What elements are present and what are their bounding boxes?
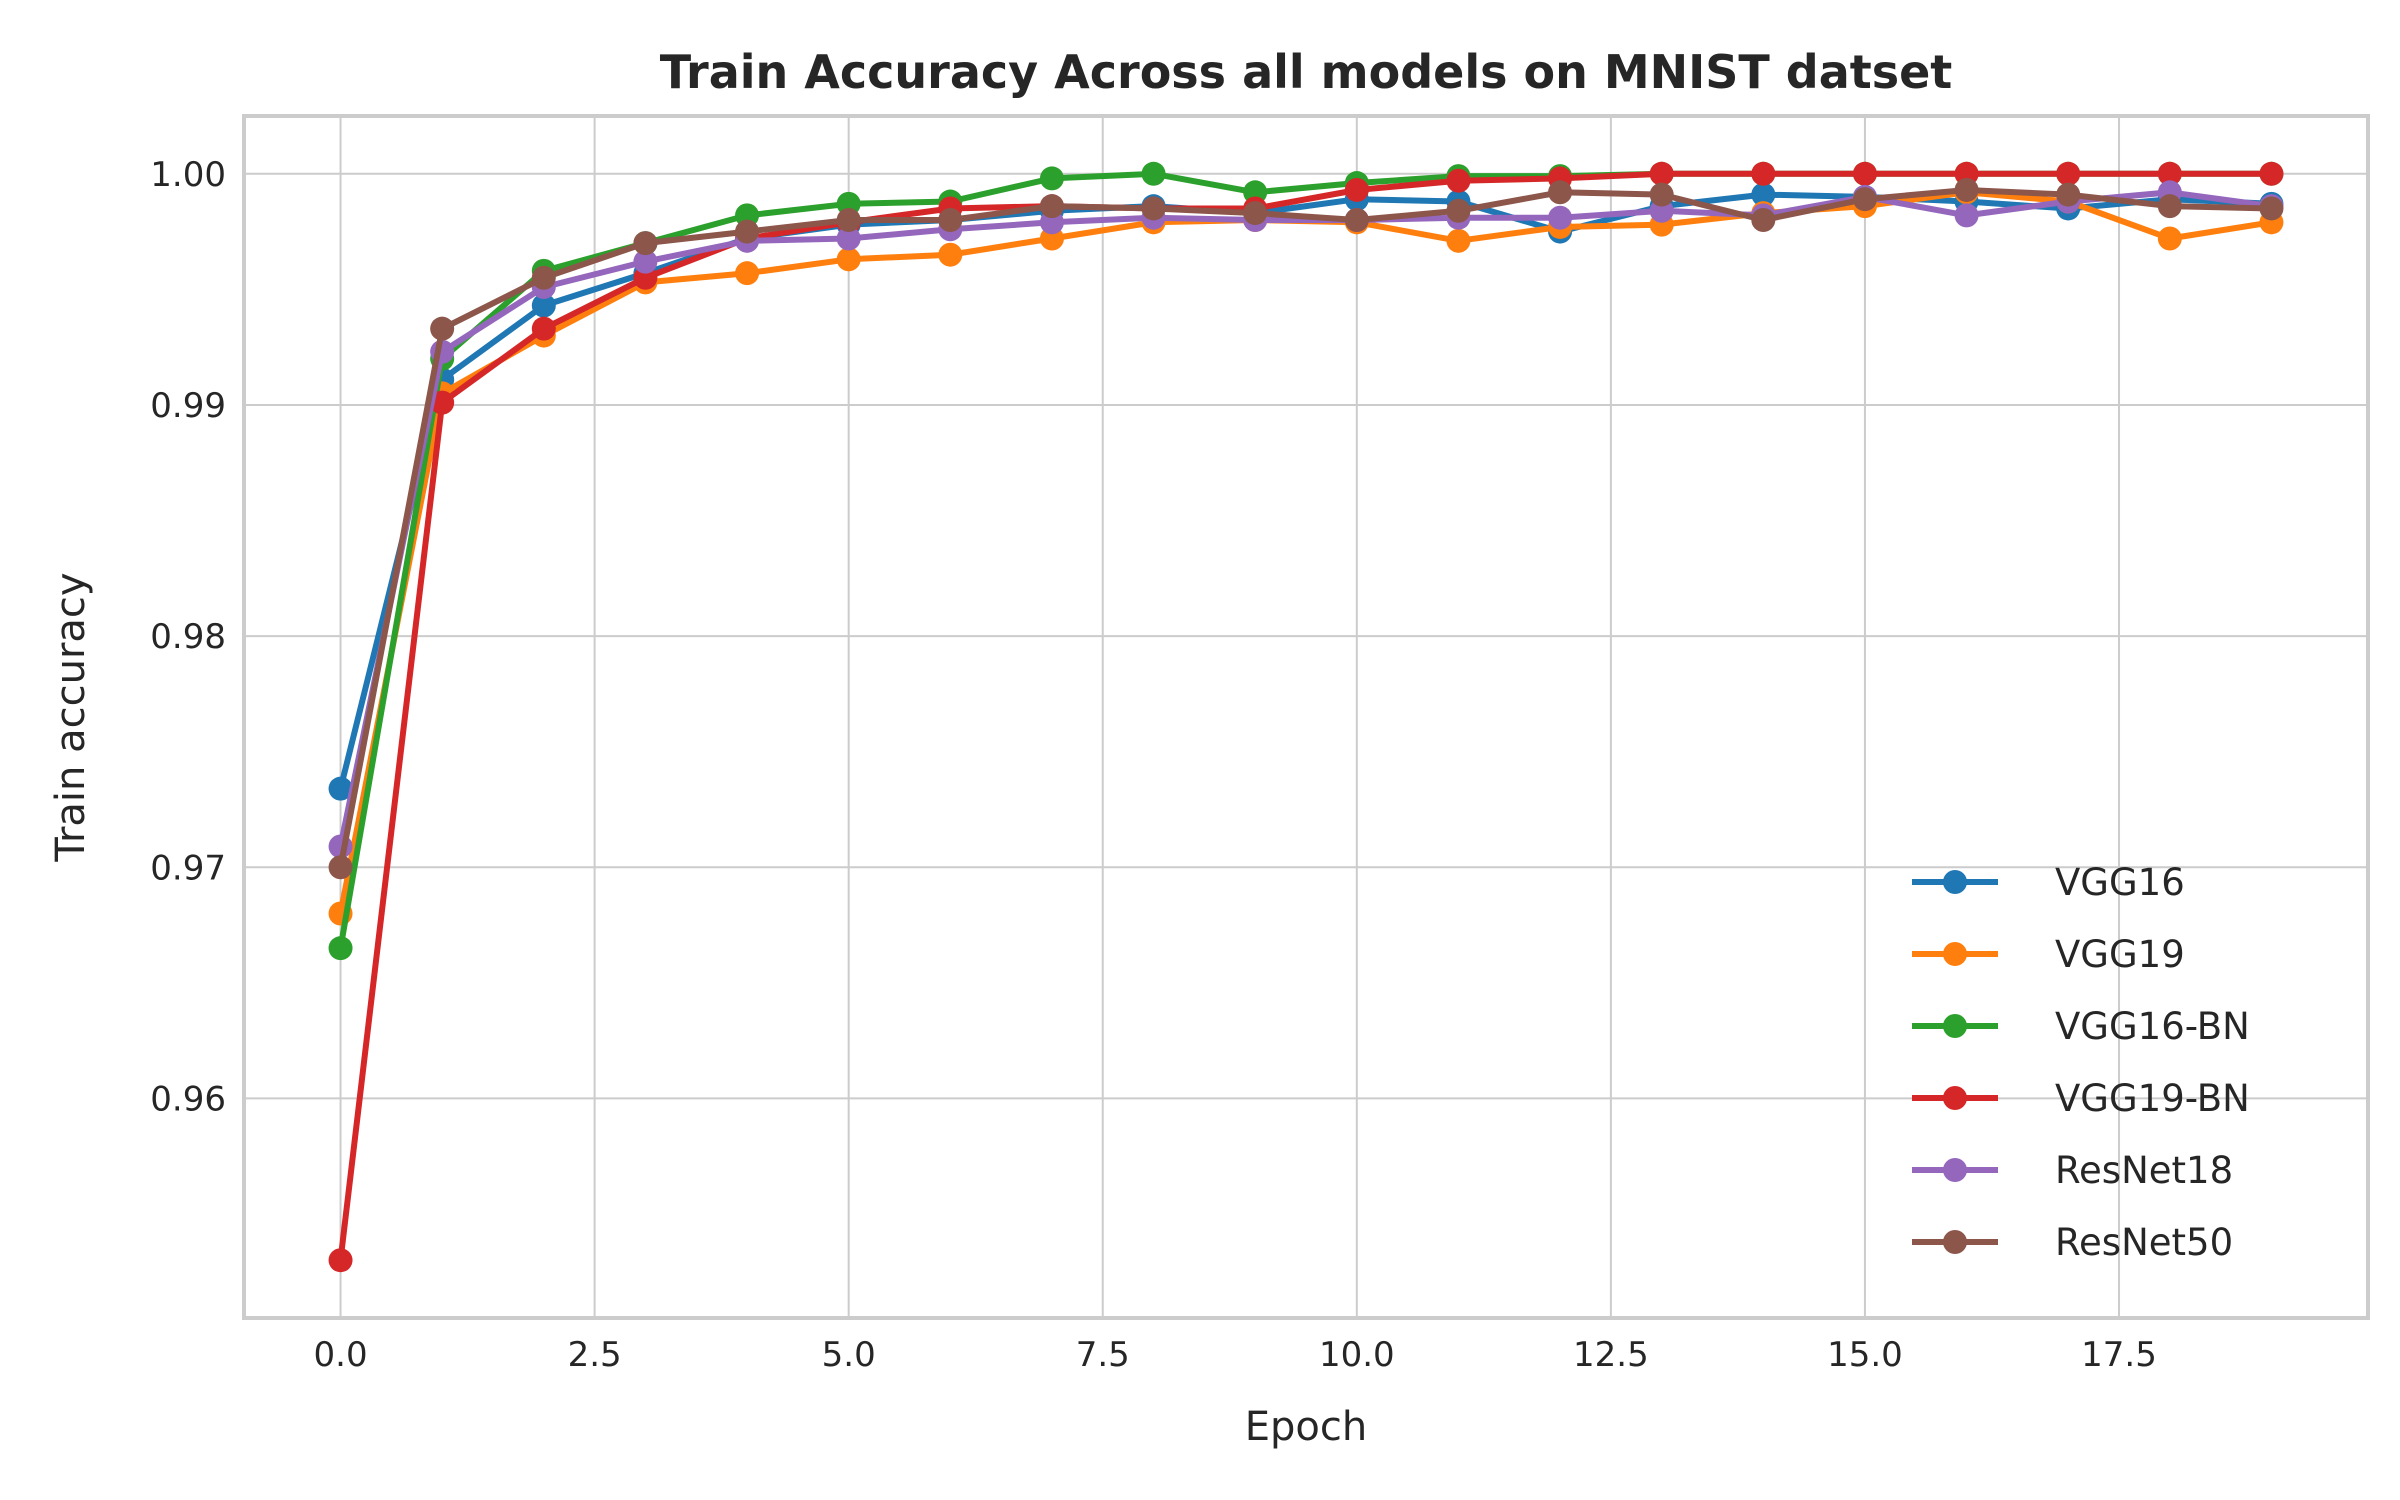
data-point-vgg16-bn [1039, 166, 1064, 191]
data-point-resnet50 [1548, 180, 1573, 205]
data-point-vgg19-bn [430, 390, 455, 415]
data-point-resnet50 [1649, 182, 1674, 207]
data-point-vgg19-bn [2056, 161, 2081, 186]
series-line-vgg16 [337, 191, 2272, 790]
data-point-vgg19 [735, 261, 760, 286]
data-point-vgg16-bn [1141, 161, 1166, 186]
data-point-vgg16-bn [328, 936, 353, 961]
y-tick-label: 0.96 [150, 1079, 226, 1119]
legend-label: ResNet18 [2055, 1149, 2233, 1192]
data-point-vgg16 [531, 293, 556, 318]
legend-marker [1943, 1014, 1967, 1038]
legend-label: VGG19 [2055, 933, 2185, 976]
x-tick-label: 0.0 [314, 1335, 368, 1375]
legend-marker [1943, 1086, 1967, 1110]
legend-item-vgg19-bn: VGG19-BN [1912, 1077, 2250, 1120]
data-point-vgg19-bn [2259, 161, 2284, 186]
data-point-resnet50 [1446, 198, 1471, 223]
y-axis-label: Train accuracy [48, 572, 94, 862]
data-point-vgg19-bn [1649, 161, 1674, 186]
legend-label: ResNet50 [2055, 1221, 2233, 1264]
data-point-resnet50 [1344, 208, 1369, 233]
data-point-resnet50 [1141, 196, 1166, 221]
legend-label: VGG19-BN [2055, 1077, 2250, 1120]
x-tick-label: 2.5 [568, 1335, 622, 1375]
data-point-resnet50 [836, 208, 861, 233]
legend-label: VGG16 [2055, 861, 2185, 904]
data-point-vgg19-bn [531, 316, 556, 341]
legend-marker [1943, 870, 1967, 894]
series-line-vgg19-bn [337, 170, 2272, 1261]
data-point-resnet18 [836, 226, 861, 251]
y-tick-label: 0.97 [150, 848, 226, 888]
data-point-resnet18 [1954, 203, 1979, 228]
data-point-resnet50 [1852, 187, 1877, 212]
y-tick-label: 0.99 [150, 386, 226, 426]
plot-series [328, 161, 2284, 1273]
x-tick-label: 10.0 [1319, 1335, 1395, 1375]
x-tick-label: 15.0 [1827, 1335, 1903, 1375]
x-tick-label: 5.0 [822, 1335, 876, 1375]
chart-title: Train Accuracy Across all models on MNIS… [660, 45, 1953, 99]
data-point-vgg19-bn [1344, 177, 1369, 202]
data-point-vgg19 [1446, 228, 1471, 253]
x-axis-label: Epoch [1245, 1404, 1367, 1450]
data-point-resnet50 [1039, 194, 1064, 219]
data-point-resnet50 [735, 219, 760, 244]
series-resnet50 [328, 177, 2284, 880]
data-point-vgg19 [836, 247, 861, 272]
legend-item-resnet18: ResNet18 [1912, 1149, 2233, 1192]
data-point-resnet18 [633, 249, 658, 274]
data-point-vgg16 [1751, 182, 1776, 207]
data-point-vgg16 [328, 776, 353, 801]
data-point-resnet50 [1751, 208, 1776, 233]
legend-marker [1943, 1230, 1967, 1254]
data-point-vgg19-bn [2157, 161, 2182, 186]
series-line-resnet50 [337, 187, 2272, 868]
legend-item-vgg19: VGG19 [1912, 933, 2185, 976]
x-tick-label: 12.5 [1573, 1335, 1649, 1375]
data-point-resnet50 [328, 855, 353, 880]
series-line-resnet18 [337, 189, 2272, 848]
data-point-vgg19-bn [1751, 161, 1776, 186]
data-point-vgg19 [2157, 226, 2182, 251]
data-point-resnet50 [430, 316, 455, 341]
data-point-resnet50 [633, 231, 658, 256]
legend-item-vgg16: VGG16 [1912, 861, 2185, 904]
data-point-resnet50 [531, 265, 556, 290]
data-point-vgg19-bn [1446, 168, 1471, 193]
x-tick-label: 7.5 [1076, 1335, 1130, 1375]
legend-label: VGG16-BN [2055, 1005, 2250, 1048]
data-point-vgg19-bn [328, 1248, 353, 1273]
data-point-vgg19-bn [1852, 161, 1877, 186]
tick-labels: 0.0 2.5 5.0 7.5 10.0 12.5 15.0 17.5 0.96 0.97 0.98… [150, 155, 2157, 1375]
legend-marker [1943, 942, 1967, 966]
legend-item-vgg16-bn: VGG16-BN [1912, 1005, 2250, 1048]
data-point-resnet50 [1243, 201, 1268, 226]
plot-frame [242, 114, 2370, 1320]
y-tick-label: 1.00 [150, 155, 226, 195]
data-point-resnet18 [1548, 205, 1573, 230]
y-tick-label: 0.98 [150, 617, 226, 657]
data-point-resnet50 [2157, 194, 2182, 219]
legend-item-resnet50: ResNet50 [1912, 1221, 2233, 1264]
x-tick-label: 17.5 [2081, 1335, 2157, 1375]
legend-marker [1943, 1158, 1967, 1182]
data-point-resnet50 [2056, 182, 2081, 207]
data-point-resnet50 [938, 208, 963, 233]
data-point-resnet50 [1954, 177, 1979, 202]
legend: VGG16 VGG19 VGG16-BN VGG19-BN ResNet18 ResNet… [1912, 861, 2250, 1264]
data-point-vgg19 [938, 242, 963, 267]
grid-lines [244, 116, 2368, 1318]
data-point-resnet50 [2259, 196, 2284, 221]
series-vgg19-bn [328, 161, 2284, 1273]
